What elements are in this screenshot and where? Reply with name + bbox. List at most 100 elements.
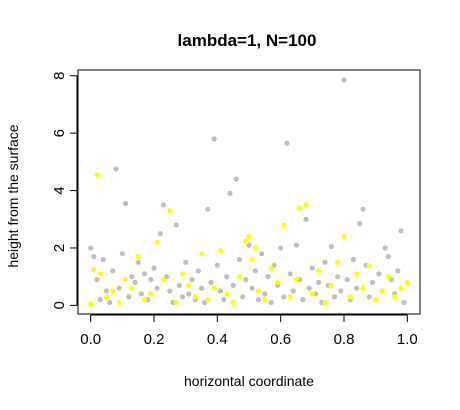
- point-s0-30: [183, 259, 189, 265]
- point-s1-23: [224, 291, 230, 297]
- point-s1-45: [347, 294, 353, 300]
- chart-title: lambda=1, N=100: [178, 31, 317, 50]
- point-s0-40: [214, 262, 220, 268]
- point-s0-22: [157, 231, 163, 237]
- point-s1-25: [236, 274, 243, 280]
- point-s0-9: [116, 285, 122, 291]
- point-s0-76: [328, 243, 334, 250]
- point-s1-52: [392, 294, 398, 300]
- point-s0-42: [221, 297, 227, 303]
- point-s0-19: [148, 277, 154, 283]
- y-tick-label: 6: [51, 129, 68, 137]
- point-s1-20: [205, 297, 211, 303]
- point-s1-21: [211, 285, 217, 291]
- point-s1-31: [262, 297, 268, 303]
- y-tick-label: 2: [51, 244, 68, 252]
- point-s1-29: [252, 245, 258, 251]
- point-s0-88: [366, 294, 372, 300]
- point-s1-4: [103, 294, 110, 300]
- point-s1-50: [379, 288, 385, 294]
- point-s0-10: [119, 251, 125, 257]
- point-s0-46: [233, 176, 239, 182]
- point-s0-53: [255, 297, 262, 303]
- point-s0-34: [195, 268, 201, 274]
- point-s0-32: [189, 277, 195, 283]
- point-s1-34: [281, 222, 287, 228]
- point-s0-61: [281, 294, 287, 300]
- point-s0-57: [268, 299, 274, 306]
- data-points: [88, 77, 410, 307]
- point-s0-81: [344, 277, 350, 283]
- point-s0-23: [160, 202, 167, 208]
- point-s0-29: [179, 294, 186, 300]
- point-s0-35: [198, 285, 205, 291]
- point-s1-0: [88, 301, 94, 307]
- x-tick-label: 0.4: [207, 331, 228, 348]
- point-s0-60: [278, 245, 284, 251]
- point-s1-42: [328, 282, 334, 288]
- point-s1-35: [287, 294, 293, 300]
- point-s0-0: [88, 245, 94, 251]
- point-s0-21: [154, 285, 160, 291]
- y-tick-label: 8: [51, 72, 68, 80]
- point-s0-25: [167, 288, 173, 294]
- point-s1-37: [297, 205, 303, 211]
- x-axis-label: horizontal coordinate: [184, 373, 314, 389]
- point-s0-77: [331, 294, 338, 300]
- point-s0-41: [217, 288, 224, 294]
- point-s0-16: [138, 291, 144, 297]
- point-s0-98: [398, 228, 404, 234]
- x-tick-label: 0.2: [144, 331, 165, 348]
- point-s0-17: [141, 271, 148, 277]
- point-s0-15: [135, 259, 141, 265]
- point-s1-17: [186, 282, 192, 288]
- point-s0-14: [132, 279, 138, 285]
- point-s1-18: [192, 294, 198, 300]
- point-s1-24: [230, 299, 236, 306]
- point-s0-48: [240, 294, 246, 300]
- point-s0-38: [208, 279, 214, 285]
- point-s1-44: [341, 233, 347, 240]
- point-s0-13: [129, 274, 135, 280]
- point-s1-38: [303, 202, 309, 208]
- point-s0-49: [243, 277, 249, 283]
- point-s1-54: [404, 279, 410, 285]
- point-s0-1: [91, 254, 97, 260]
- point-s0-99: [401, 299, 407, 306]
- point-s0-12: [126, 294, 132, 300]
- point-s0-6: [107, 299, 113, 306]
- point-s0-20: [151, 265, 157, 271]
- point-s0-94: [385, 254, 391, 260]
- point-s0-47: [236, 256, 243, 263]
- point-s0-91: [376, 271, 382, 277]
- point-s1-48: [366, 262, 372, 268]
- point-s1-36: [293, 277, 300, 283]
- point-s1-8: [129, 285, 135, 291]
- point-s1-7: [122, 277, 129, 283]
- point-s1-51: [385, 274, 391, 280]
- point-s0-80: [341, 77, 347, 83]
- y-axis-label: height from the surface: [5, 124, 21, 267]
- point-s0-69: [306, 285, 312, 291]
- point-s1-33: [274, 279, 281, 285]
- point-s1-40: [316, 268, 322, 274]
- point-s0-70: [309, 265, 315, 271]
- point-s1-12: [154, 239, 160, 245]
- point-s0-97: [395, 268, 401, 274]
- point-s0-43: [224, 274, 230, 280]
- point-s0-89: [369, 279, 376, 285]
- point-s0-54: [259, 251, 265, 257]
- plot-frame: [77, 69, 421, 315]
- point-s0-67: [300, 297, 306, 303]
- point-s1-43: [335, 259, 341, 265]
- point-s0-56: [265, 274, 271, 280]
- point-s1-28: [249, 256, 255, 263]
- point-s1-32: [268, 265, 274, 271]
- point-s1-30: [255, 288, 262, 294]
- point-s0-2: [94, 277, 100, 283]
- point-s0-86: [360, 206, 366, 212]
- point-s0-84: [354, 285, 360, 291]
- x-axis: 0.0 0.2 0.4 0.6 0.8 1.0: [80, 314, 418, 348]
- point-s1-5: [110, 288, 116, 294]
